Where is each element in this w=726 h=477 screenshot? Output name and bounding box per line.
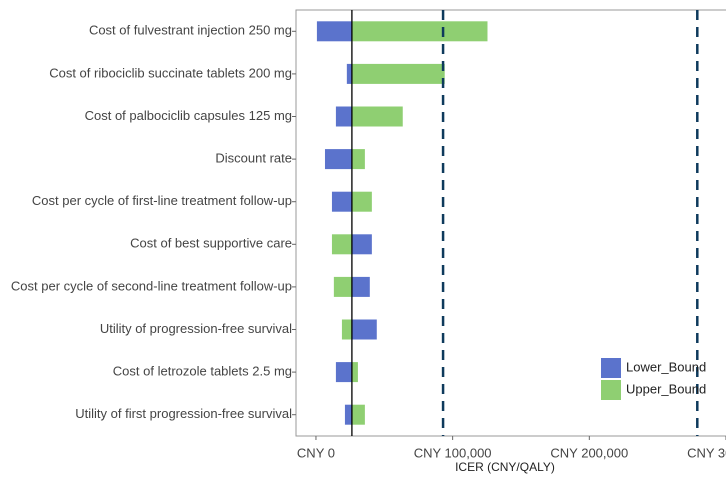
y-tick-label: Utility of progression-free survival bbox=[100, 321, 292, 336]
bar bbox=[324, 149, 352, 170]
x-tick-label: CNY 300,000 bbox=[687, 445, 726, 460]
bar bbox=[351, 404, 365, 425]
bar bbox=[351, 234, 372, 255]
y-tick-label: Cost of best supportive care bbox=[130, 236, 292, 251]
x-tick-label: CNY 100,000 bbox=[414, 445, 492, 460]
legend-swatch bbox=[601, 380, 621, 400]
y-tick-label: Cost of fulvestrant injection 250 mg bbox=[89, 23, 292, 38]
y-tick-label: Cost of letrozole tablets 2.5 mg bbox=[113, 364, 292, 379]
bar bbox=[335, 362, 352, 383]
y-tick-label: Cost per cycle of second-line treatment … bbox=[11, 278, 292, 293]
bar bbox=[341, 319, 352, 340]
bar bbox=[346, 63, 352, 84]
y-tick-label: Cost of palbociclib capsules 125 mg bbox=[85, 108, 292, 123]
x-tick-label: CNY 0 bbox=[297, 445, 335, 460]
legend-label: Lower_Bound bbox=[626, 359, 706, 374]
bar bbox=[316, 21, 352, 42]
bar bbox=[351, 276, 370, 297]
bar bbox=[351, 106, 403, 127]
bar bbox=[351, 319, 377, 340]
x-axis-title: ICER (CNY/QALY) bbox=[455, 460, 555, 474]
bar bbox=[333, 276, 352, 297]
bar bbox=[351, 191, 372, 212]
y-tick-label: Cost per cycle of first-line treatment f… bbox=[32, 193, 292, 208]
y-tick-label: Utility of first progression-free surviv… bbox=[75, 406, 292, 421]
x-tick-label: CNY 200,000 bbox=[550, 445, 628, 460]
legend-label: Upper_Bound bbox=[626, 381, 706, 396]
plot-panel bbox=[295, 9, 726, 437]
legend-swatch bbox=[601, 358, 621, 378]
bar bbox=[351, 21, 488, 42]
bar bbox=[335, 106, 352, 127]
bar bbox=[351, 149, 365, 170]
y-tick-label: Cost of ribociclib succinate tablets 200… bbox=[49, 65, 292, 80]
bar bbox=[344, 404, 352, 425]
bar bbox=[331, 234, 352, 255]
bar bbox=[351, 63, 445, 84]
bar bbox=[331, 191, 352, 212]
bar bbox=[351, 362, 358, 383]
y-tick-label: Discount rate bbox=[215, 151, 292, 166]
